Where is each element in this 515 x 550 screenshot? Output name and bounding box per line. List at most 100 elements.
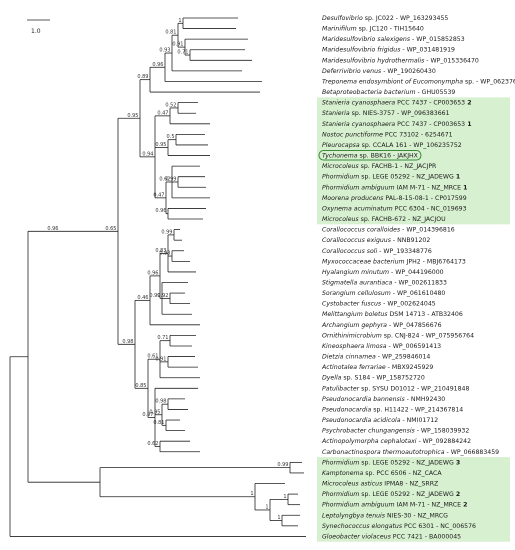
taxon-label: Corallococcus exiguus - NNB91202 <box>322 237 430 244</box>
taxon-genus: Microcoleus <box>322 216 359 223</box>
taxon-accession: - WP_190260430 <box>381 68 436 75</box>
taxon-genus: Pseudonocardia acidicola <box>322 417 401 424</box>
support-value: 0.81 <box>153 420 164 426</box>
support-value: 1 <box>250 491 253 497</box>
taxon-accession: - WP_047856676 <box>387 322 442 329</box>
taxon-label: Nostoc punctiforme PCC 73102 - 6254671 <box>322 130 453 138</box>
taxon-accession: - WP_092884242 <box>417 438 472 445</box>
support-value: 0.96 <box>155 208 166 214</box>
copy-number: 2 <box>461 502 467 509</box>
support-value: 0.71 <box>177 50 188 56</box>
taxon-label: Dyella sp. S184 - WP_158752720 <box>322 375 425 382</box>
taxon-accession: - WP_031481919 <box>400 47 455 54</box>
taxon-genus: Betaproteobacteria bacterium <box>322 88 416 96</box>
taxon-label: Microcoleus sp. FACHB-672 - NZ_JACJOU <box>322 216 446 223</box>
taxon-label: Pleurocapsa sp. CCALA 161 - WP_106235752 <box>322 142 462 149</box>
support-value: 0.71 <box>157 335 168 341</box>
support-value: 1 <box>178 18 181 24</box>
taxon-genus: Actinopolymorpha cephalotaxi <box>321 437 417 445</box>
taxon-genus: Archangium gephyra <box>321 322 387 329</box>
taxon-accession: PCC 7421 - BA000045 <box>391 533 461 540</box>
taxon-genus: Melittangium boletus <box>322 310 388 318</box>
taxon-accession: sp. S184 - WP_158752720 <box>341 375 424 382</box>
support-value: 0.5 <box>167 134 175 140</box>
taxon-label: Archangium gephyra - WP_047856676 <box>321 322 442 329</box>
taxon-genus: Phormidium ambiguum <box>322 184 395 191</box>
support-value: 0.99 <box>149 293 160 299</box>
support-value: 0.96 <box>47 226 58 232</box>
support-value: 0.83 <box>155 248 166 254</box>
taxon-label: Synechococcus elongatus PCC 6301 - NC_00… <box>322 522 476 530</box>
taxon-label: Deferrivibrio venus - WP_190260430 <box>322 68 436 75</box>
support-value: 0.98 <box>155 399 166 405</box>
taxon-genus: Stanieria cyanosphaera <box>322 120 395 128</box>
taxon-label: Patulibacter sp. SYSU D01012 - WP_210491… <box>322 384 469 392</box>
support-value: 0.91 <box>172 42 183 48</box>
taxon-genus: Actinotalea ferrariae <box>321 363 386 371</box>
taxon-accession: - WP_044196000 <box>389 269 444 276</box>
taxon-accession: - WP_002624045 <box>381 301 436 308</box>
taxon-genus: Sorangium cellulosum <box>322 290 391 297</box>
taxon-label: Pseudonocardia sp. H11422 - WP_214367814 <box>322 406 463 413</box>
taxon-label: Kamptonema sp. PCC 6506 - NZ_CACA <box>322 469 442 477</box>
support-value: 0.98 <box>122 339 133 345</box>
taxon-accession: - WP_158039932 <box>415 428 470 435</box>
copy-number: 1 <box>461 184 467 191</box>
taxon-accession: sp. JC022 - WP_163293455 <box>363 15 449 22</box>
support-value: 0.47 <box>153 192 164 198</box>
taxon-genus: Hyalangium minutum <box>322 268 389 276</box>
taxon-genus: Kamptonema <box>322 469 364 477</box>
highlight-group-1 <box>317 97 510 225</box>
taxon-label: Marinifilum sp. JC120 - TIH15640 <box>322 26 424 33</box>
copy-number: 2 <box>465 100 471 107</box>
taxon-label: Kineosphaera limosa - WP_006591413 <box>322 343 441 350</box>
taxon-accession: sp. - WP_062376036 <box>463 78 515 85</box>
taxon-label: Melittangium boletus DSM 14713 - ATB3240… <box>322 310 463 318</box>
support-value: 0.65 <box>105 226 116 232</box>
taxon-genus: Pleurocapsa <box>322 142 360 149</box>
support-value: 0.95 <box>127 113 138 119</box>
highlight-layer <box>317 97 510 542</box>
taxon-label: Stanieria sp. NIES-3757 - WP_096383661 <box>322 109 450 117</box>
support-value: 1 <box>277 515 280 521</box>
taxon-genus: Corallococcus exiguus <box>322 237 392 244</box>
taxon-accession: sp. JC120 - TIH15640 <box>357 26 424 33</box>
taxon-accession: sp. CCALA 161 - WP_106235752 <box>360 142 462 149</box>
taxon-genus: Kineosphaera limosa <box>322 343 387 350</box>
taxon-label: Sorangium cellulosum - WP_061610480 <box>322 290 445 297</box>
taxon-genus: Gloeobacter violaceus <box>322 532 392 540</box>
support-value: 0.93 <box>159 251 170 257</box>
taxon-accession: JPH2 - MBJ6764173 <box>405 258 466 265</box>
taxon-accession: sp. CNJ-824 - WP_075956764 <box>382 332 474 339</box>
branch-layer <box>9 17 306 537</box>
taxon-label: Phormidium ambiguum IAM M-71 - NZ_MRCE 1 <box>322 184 468 191</box>
taxon-label: Betaproteobacteria bacterium - GHU05539 <box>322 88 455 96</box>
taxon-genus: Moorena producens <box>322 195 384 202</box>
support-value: 0.99 <box>161 229 172 235</box>
support-value: 0.46 <box>137 295 148 301</box>
taxon-accession: - GHU05539 <box>416 89 456 96</box>
taxon-genus: Phormidium <box>322 491 359 498</box>
taxon-genus: Dyella <box>322 375 342 382</box>
taxon-genus: Leptolyngbya tenuis <box>322 511 386 519</box>
taxon-accession: sp. H11422 - WP_214367814 <box>371 406 463 413</box>
taxon-genus: Microcoleus asticus <box>322 480 383 488</box>
taxon-genus: Nostoc punctiforme <box>322 130 383 138</box>
taxon-genus: Phormidium ambiguum <box>322 502 395 509</box>
taxon-label: Microcoleus sp. FACHB-1 - NZ_JACJPR <box>322 163 437 170</box>
taxon-accession: PCC 6301 - NC_006576 <box>402 523 476 530</box>
taxon-label: Leptolyngbya tenuis NIES-30 - NZ_MRCG <box>322 511 448 519</box>
taxon-label: Stanieria cyanosphaera PCC 7437 - CP0036… <box>322 99 472 107</box>
taxon-accession: sp. FACHB-672 - NZ_JACJOU <box>359 216 446 223</box>
taxon-accession: - WP_193348776 <box>377 248 432 255</box>
taxon-accession: - MBX9245929 <box>386 364 434 371</box>
taxon-accession: - NNB91202 <box>391 237 430 244</box>
taxon-genus: Oxynema acuminatum <box>322 204 393 212</box>
taxon-genus: Phormidium <box>322 459 359 466</box>
taxon-labels: Desulfovibrio sp. JC022 - WP_163293455 Ma… <box>318 15 515 540</box>
support-value: 0.91 <box>155 356 166 362</box>
taxon-accession: - WP_015852853 <box>410 36 465 43</box>
taxon-genus: Maridesulfovibrio frigidus <box>322 47 401 54</box>
taxon-label: Stanieria cyanosphaera PCC 7437 - CP0036… <box>322 120 472 128</box>
